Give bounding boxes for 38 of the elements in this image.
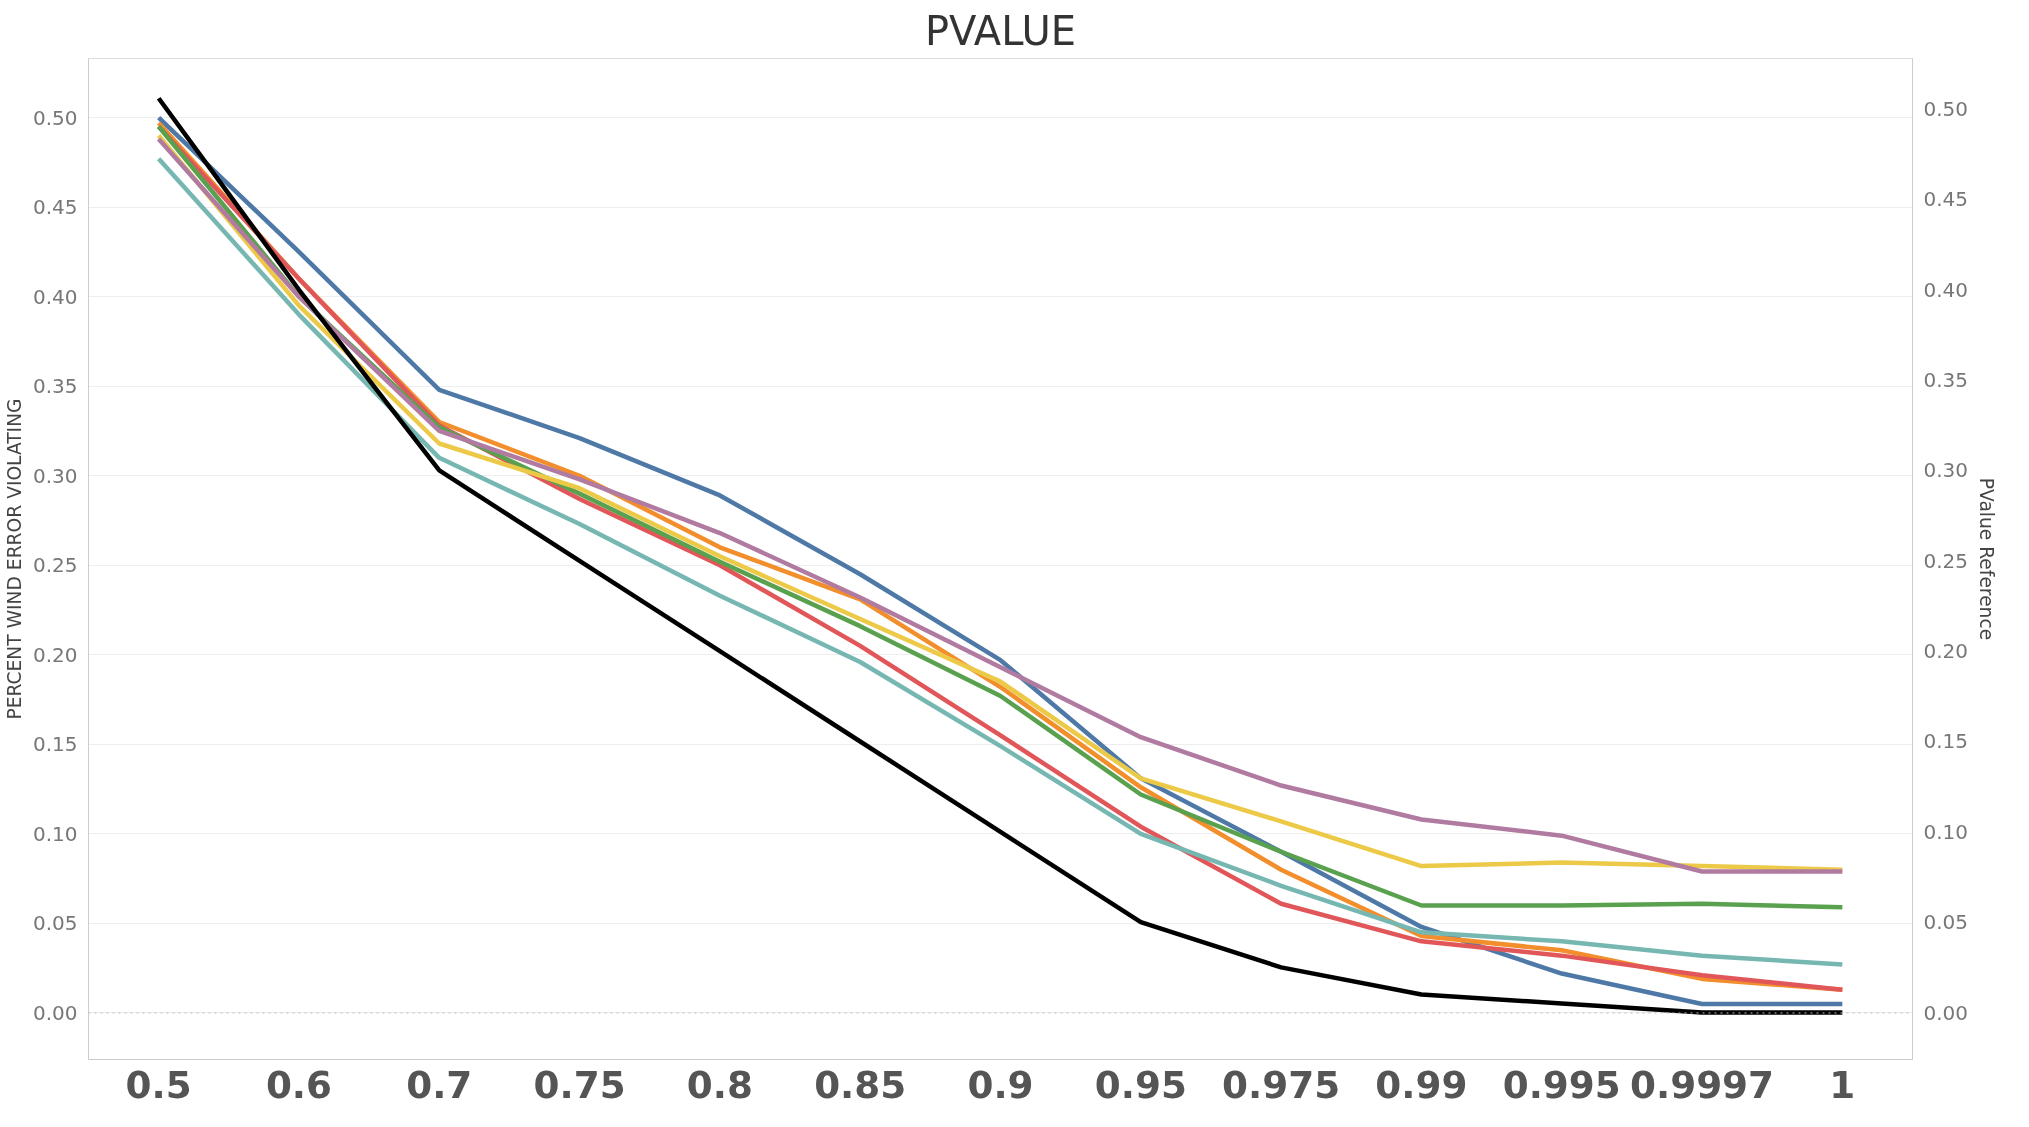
y2-tick-label: 0.05 xyxy=(1923,910,1969,935)
y2-tick-label: 0.15 xyxy=(1923,729,1969,754)
x-tick-label: 0.99 xyxy=(1375,1062,1468,1107)
x-tick-label: 0.95 xyxy=(1094,1062,1187,1107)
x-tick-label: 0.9997 xyxy=(1630,1062,1775,1107)
x-tick-label: 0.995 xyxy=(1502,1062,1621,1107)
y-tick-label: 0.50 xyxy=(32,105,78,130)
x-tick-label: 0.9 xyxy=(967,1062,1034,1107)
y2-tick-label: 0.30 xyxy=(1923,458,1969,483)
x-tick-label: 0.5 xyxy=(125,1062,192,1107)
y2-tick-label: 0.00 xyxy=(1923,1000,1969,1025)
chart-title: PVALUE xyxy=(924,7,1077,54)
x-tick-label: 0.7 xyxy=(406,1062,473,1107)
y2-tick-label: 0.25 xyxy=(1923,548,1969,573)
x-tick-label: 0.975 xyxy=(1222,1062,1341,1107)
x-tick-label: 0.6 xyxy=(265,1062,333,1107)
y2-tick-label: 0.40 xyxy=(1923,277,1969,302)
y2-tick-label: 0.10 xyxy=(1923,819,1969,844)
y2-tick-label: 0.45 xyxy=(1923,187,1969,212)
y-tick-label: 0.15 xyxy=(32,732,78,757)
y-tick-label: 0.35 xyxy=(32,374,78,399)
y-tick-label: 0.05 xyxy=(32,911,78,936)
y-axis-title: PERCENT WIND ERROR VIOLATING xyxy=(3,398,25,720)
x-tick-label: 0.85 xyxy=(814,1062,907,1107)
y-tick-label: 0.25 xyxy=(32,553,78,578)
y2-axis-title: PValue Reference xyxy=(1976,477,1998,641)
y2-tick-label: 0.35 xyxy=(1923,368,1969,393)
x-tick-label: 0.8 xyxy=(686,1062,753,1107)
y-tick-label: 0.45 xyxy=(32,195,78,220)
y2-tick-label: 0.50 xyxy=(1923,97,1969,122)
y2-tick-label: 0.20 xyxy=(1923,639,1969,664)
x-tick-label: 1 xyxy=(1829,1062,1856,1107)
y-tick-label: 0.20 xyxy=(32,642,78,667)
y-tick-label: 0.10 xyxy=(32,821,78,846)
y-tick-label: 0.40 xyxy=(32,284,78,309)
x-tick-label: 0.75 xyxy=(533,1062,626,1107)
y-tick-label: 0.00 xyxy=(32,1000,78,1025)
y-tick-label: 0.30 xyxy=(32,463,78,488)
